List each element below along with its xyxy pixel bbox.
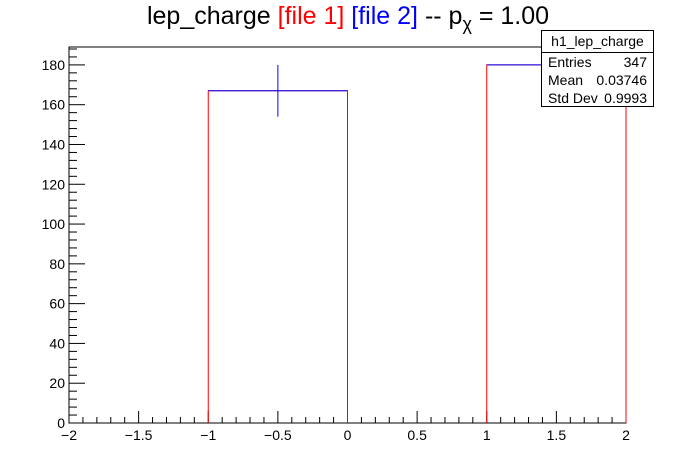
x-tick-label: 2 [622, 427, 630, 443]
y-tick-label: 180 [42, 57, 66, 73]
x-tick-label: −1.5 [125, 427, 153, 443]
stats-stddev-label: Std Dev [548, 90, 598, 106]
stats-stddev-row: Std Dev 0.9993 [542, 89, 653, 107]
title-suffix: = 1.00 [478, 2, 550, 30]
title-separator: -- p [424, 2, 463, 30]
y-tick-label: 20 [49, 375, 65, 391]
title-file1: [file 1] [277, 2, 345, 30]
stats-box: h1_lep_charge Entries 347 Mean 0.03746 S… [541, 30, 654, 107]
x-tick-label: −1 [200, 427, 216, 443]
stats-name: h1_lep_charge [542, 31, 653, 53]
x-tick-label: 0 [344, 427, 352, 443]
y-tick-label: 140 [42, 136, 66, 152]
x-tick-label: 1 [483, 427, 491, 443]
stats-stddev-value: 0.9993 [604, 90, 647, 106]
stats-entries-label: Entries [548, 54, 592, 70]
y-tick-label: 60 [49, 296, 65, 312]
y-tick-label: 100 [42, 216, 66, 232]
stats-entries-value: 347 [623, 54, 647, 70]
histogram-bin [486, 64, 627, 423]
y-tick-label: 0 [57, 415, 65, 431]
title-prefix: lep_charge [146, 2, 271, 30]
stats-mean-row: Mean 0.03746 [542, 71, 653, 89]
stats-mean-label: Mean [548, 72, 584, 88]
stats-mean-value: 0.03746 [596, 72, 647, 88]
y-tick-label: 160 [42, 97, 66, 113]
title-subscript: χ [462, 14, 472, 34]
y-tick-label: 80 [49, 256, 65, 272]
title-file2: [file 2] [351, 2, 418, 30]
histogram-bin [207, 90, 348, 423]
error-bar-point [208, 64, 348, 117]
x-tick-label: −2 [61, 427, 77, 443]
x-tick-label: 0.5 [407, 427, 427, 443]
y-tick-label: 40 [49, 335, 65, 351]
stats-entries-row: Entries 347 [542, 53, 653, 71]
x-tick-label: −0.5 [264, 427, 292, 443]
chart-title: lep_charge [file 1] [file 2] -- pχ = 1.0… [0, 2, 696, 35]
y-tick-label: 120 [42, 176, 66, 192]
x-tick-label: 1.5 [547, 427, 567, 443]
